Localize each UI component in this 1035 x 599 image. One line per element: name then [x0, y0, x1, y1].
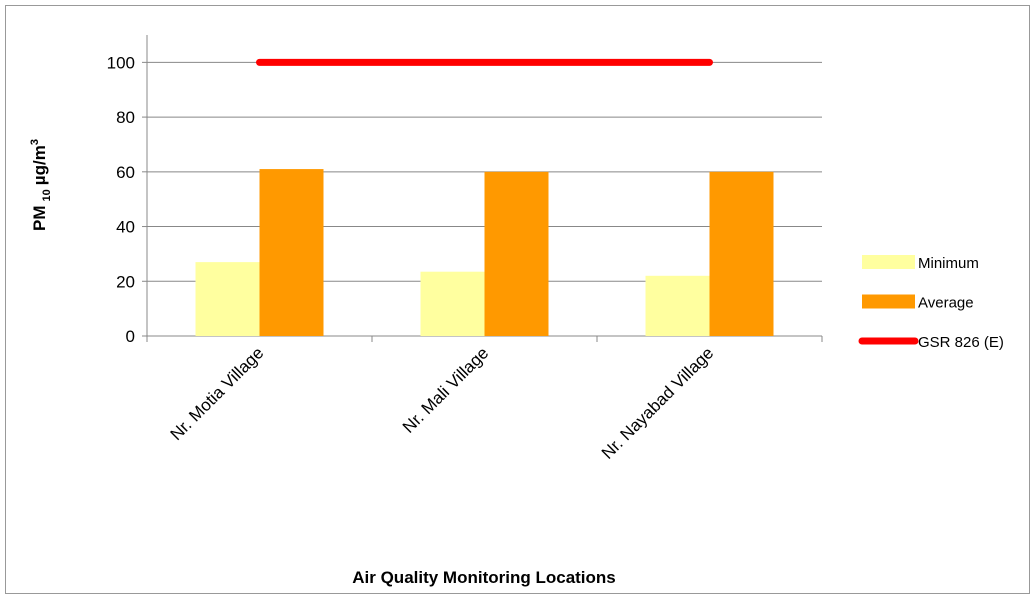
legend-swatch — [862, 255, 915, 269]
bar — [645, 275, 710, 336]
bar — [420, 271, 485, 336]
legend-label: GSR 826 (E) — [918, 334, 1004, 351]
x-axis-title: Air Quality Monitoring Locations — [352, 568, 616, 587]
bar — [484, 171, 549, 336]
y-tick-label: 100 — [107, 53, 135, 72]
bar — [195, 262, 260, 336]
y-tick-label: 20 — [116, 272, 135, 291]
y-tick-label: 40 — [116, 218, 135, 237]
legend-label: Minimum — [918, 255, 979, 272]
legend-swatch — [862, 294, 915, 309]
legend-label: Average — [918, 295, 974, 312]
y-tick-label: 60 — [116, 163, 135, 182]
bar — [259, 169, 324, 336]
bar — [709, 171, 774, 336]
y-tick-label: 80 — [116, 108, 135, 127]
y-axis-title: PM10µg/m3 — [29, 139, 53, 231]
y-tick-label: 0 — [126, 327, 135, 346]
